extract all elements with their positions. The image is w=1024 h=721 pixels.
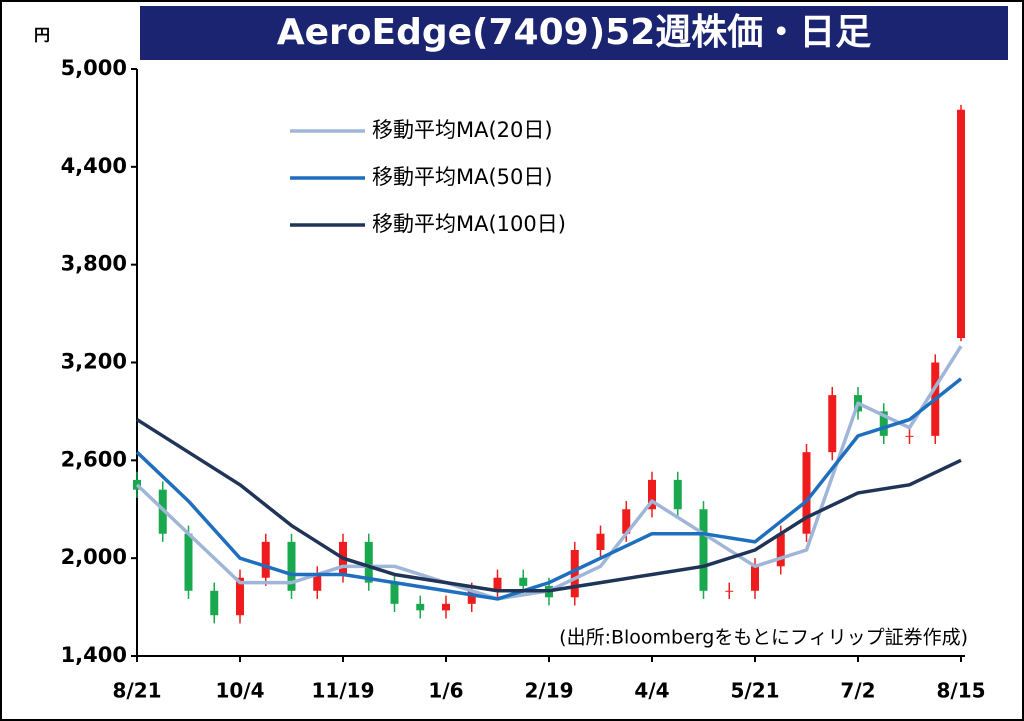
chart-title: AeroEdge(7409)52週株価・日足 [277,12,872,53]
legend-label: 移動平均MA(50日) [372,165,553,189]
candle-body [957,109,965,339]
candle-body [725,590,734,592]
candle-body [210,590,219,616]
candle-body [802,452,811,534]
candle-body [493,577,502,591]
candle-body [596,533,605,551]
candle-body [184,533,193,591]
title-box [140,6,1008,60]
y-tick-label: 1,400 [61,643,127,667]
candle-body [313,574,322,591]
y-tick-label: 2,600 [61,447,127,471]
candle-body [751,566,759,591]
candle-body [390,582,399,604]
candle-body [261,541,270,578]
candle-body [236,577,244,616]
x-tick-label: 8/21 [112,679,161,703]
legend-label: 移動平均MA(100日) [372,212,566,236]
candle-body [364,541,373,583]
x-tick-label: 1/6 [428,679,463,703]
candle-body [467,590,476,604]
candle-body [776,533,785,567]
ma-line [135,377,963,601]
x-tick-label: 7/2 [840,679,875,703]
x-tick-label: 5/21 [730,679,779,703]
candle-body [622,509,631,534]
x-tick-label: 10/4 [215,679,264,703]
x-tick-label: 11/19 [312,679,375,703]
candle-body [905,435,914,437]
legend-label: 移動平均MA(20日) [372,118,553,142]
y-tick-label: 4,400 [61,154,127,178]
ma-line [136,418,962,593]
y-tick-label: 5,000 [61,56,127,80]
x-tick-label: 2/19 [524,679,573,703]
candle-body [287,541,296,591]
y-unit: 円 [34,26,50,45]
candle-body [699,509,708,591]
candle-body [648,479,656,510]
y-tick-label: 3,200 [61,350,127,374]
candle-body [519,577,528,586]
y-tick-label: 3,800 [61,252,127,276]
x-tick-label: 4/4 [634,679,669,703]
y-tick-label: 2,000 [61,545,127,569]
x-tick-label: 8/15 [936,679,985,703]
candle-body [158,489,167,534]
candle-body [416,603,425,611]
candle-body [879,411,888,436]
candle-body [673,479,682,510]
candle-body [828,395,837,453]
candle-body [442,603,450,611]
source: (出所:Bloombergをもとにフィリップ証券作成) [559,627,968,649]
candle-body [570,550,579,598]
